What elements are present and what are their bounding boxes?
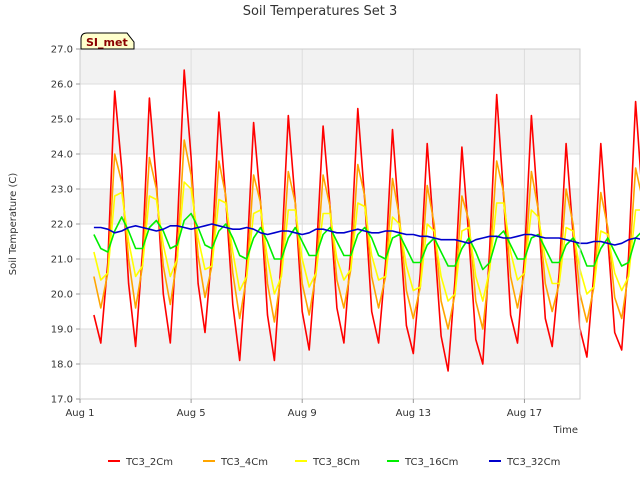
plot-band	[80, 84, 580, 119]
y-tick-label: 23.0	[51, 185, 73, 196]
x-tick-label: Aug 9	[288, 408, 317, 419]
y-tick-label: 27.0	[51, 45, 73, 56]
legend-label: TC3_32Cm	[506, 457, 560, 468]
legend: TC3_2Cm TC3_4Cm TC3_8Cm TC3_16Cm TC3_32Cm	[108, 457, 560, 468]
chart-title: Soil Temperatures Set 3	[243, 4, 398, 19]
series-line-tc3-32cm	[93, 223, 640, 246]
x-tick-label: Aug 13	[396, 408, 431, 419]
plot-band	[80, 259, 580, 294]
legend-label: TC3_4Cm	[220, 457, 268, 468]
x-axis-ticks: Aug 1 Aug 5 Aug 9 Aug 13 Aug 17	[65, 399, 542, 419]
plot-band	[80, 49, 580, 84]
plot-band	[80, 364, 580, 399]
badge-shape	[80, 32, 135, 50]
y-tick-label: 18.0	[51, 360, 73, 371]
x-axis-label: Time	[553, 425, 578, 436]
y-tick-label: 20.0	[51, 290, 73, 301]
y-axis-label: Soil Temperature (C)	[8, 173, 19, 276]
series-line-tc3-16cm	[93, 212, 640, 271]
badge-label: SI_met	[86, 36, 128, 49]
series-line-tc3-4cm	[93, 139, 640, 330]
site-badge: SI_met	[80, 32, 135, 50]
y-tick-label: 19.0	[51, 325, 73, 336]
y-tick-label: 25.0	[51, 115, 73, 126]
x-tick-label: Aug 1	[65, 408, 94, 419]
legend-label: TC3_8Cm	[312, 457, 360, 468]
x-tick-label: Aug 17	[507, 408, 542, 419]
series-layer	[93, 69, 640, 372]
y-tick-label: 22.0	[51, 220, 73, 231]
y-tick-label: 26.0	[51, 80, 73, 91]
y-axis-ticks: 17.0 18.0 19.0 20.0 21.0 22.0 23.0 24.0 25.0 26.0…	[51, 45, 80, 406]
plot-band	[80, 119, 580, 154]
plot-band	[80, 294, 580, 329]
x-tick-label: Aug 5	[177, 408, 206, 419]
y-tick-label: 17.0	[51, 395, 73, 406]
y-tick-label: 21.0	[51, 255, 73, 266]
plot-band	[80, 329, 580, 364]
y-tick-label: 24.0	[51, 150, 73, 161]
legend-label: TC3_2Cm	[125, 457, 173, 468]
legend-label: TC3_16Cm	[404, 457, 458, 468]
series-line-tc3-2cm	[93, 69, 640, 372]
